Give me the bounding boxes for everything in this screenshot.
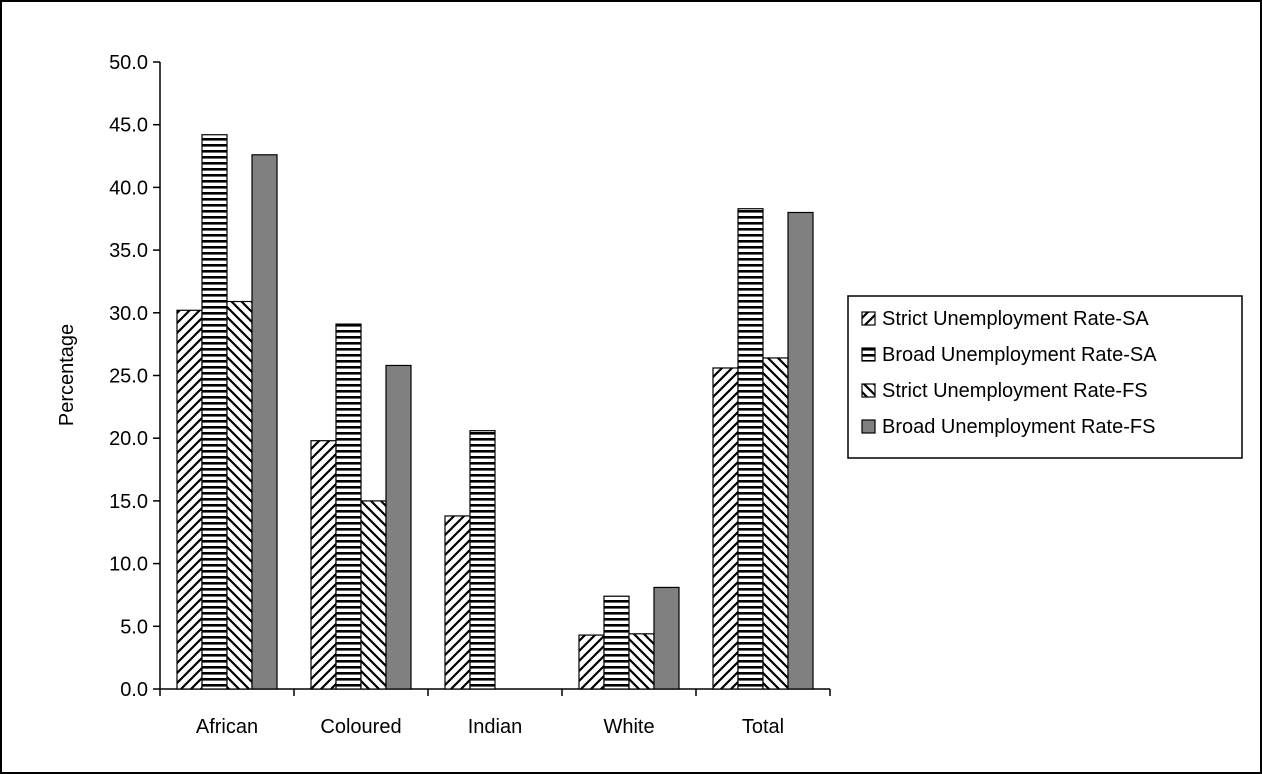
bar-white-4	[653, 586, 680, 690]
x-category-label: Indian	[468, 716, 523, 738]
y-tick-label: 10.0	[109, 554, 148, 576]
bar-total-1	[712, 367, 739, 690]
x-category-label: African	[196, 716, 258, 738]
x-category-label: Total	[742, 716, 784, 738]
y-axis-title: Percentage	[56, 324, 78, 426]
legend-box	[847, 295, 1243, 459]
legend-label: Strict Unemployment Rate-SA	[882, 308, 1149, 330]
y-tick-label: 0.0	[120, 679, 148, 701]
bar-white-1	[578, 634, 605, 690]
y-tick-label: 50.0	[109, 52, 148, 74]
bars	[176, 134, 814, 690]
legend-label: Broad Unemployment Rate-SA	[882, 344, 1157, 366]
bar-coloured-2	[335, 323, 362, 690]
y-tick-label: 25.0	[109, 366, 148, 388]
bar-coloured-1	[310, 440, 337, 690]
y-tick-label: 20.0	[109, 428, 148, 450]
bar-total-4	[787, 211, 814, 690]
bar-indian-2	[469, 430, 496, 690]
bar-total-3	[762, 357, 789, 690]
legend-swatch	[861, 383, 876, 398]
legend-swatch	[861, 419, 876, 434]
legend-swatch	[861, 311, 876, 326]
y-tick-label: 45.0	[109, 115, 148, 137]
legend-label: Strict Unemployment Rate-FS	[882, 380, 1148, 402]
category-labels: African Coloured Indian White Total	[196, 716, 784, 738]
y-tick-label: 40.0	[109, 177, 148, 199]
y-tick-label: 35.0	[109, 240, 148, 262]
y-tick-label: 30.0	[109, 303, 148, 325]
legend-label: Broad Unemployment Rate-FS	[882, 416, 1155, 438]
bar-total-2	[737, 208, 764, 690]
bar-african-4	[251, 154, 278, 690]
bar-white-2	[603, 595, 630, 690]
bar-african-1	[176, 309, 203, 690]
bar-indian-1	[444, 515, 471, 690]
bar-white-3	[628, 633, 655, 690]
bar-coloured-4	[385, 364, 412, 690]
bar-african-2	[201, 134, 228, 690]
legend: Strict Unemployment Rate-SA Broad Unemplo…	[847, 295, 1243, 459]
y-tick-label: 5.0	[120, 616, 148, 638]
legend-swatch	[861, 347, 876, 362]
x-category-label: Coloured	[320, 716, 401, 738]
x-category-label: White	[603, 716, 654, 738]
bar-african-3	[226, 300, 253, 690]
y-tick-label: 15.0	[109, 491, 148, 513]
bar-coloured-3	[360, 500, 387, 690]
